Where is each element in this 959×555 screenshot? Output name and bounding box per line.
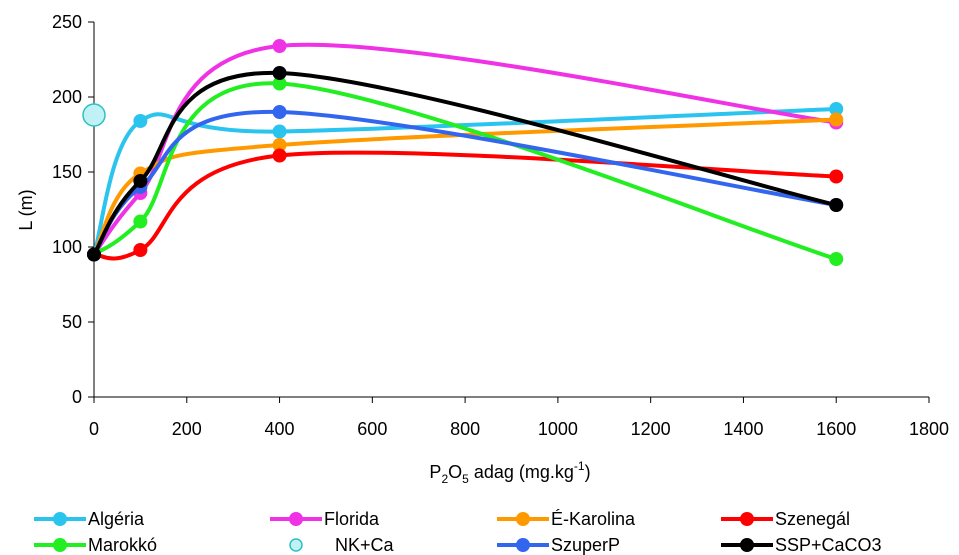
x-tick-label: 200 (172, 419, 202, 439)
legend-item: Florida (270, 509, 380, 529)
legend-item: Marokkó (34, 535, 157, 555)
data-point (87, 247, 101, 262)
data-point (133, 214, 148, 229)
data-point (272, 66, 287, 80)
x-tick-label: 600 (357, 419, 387, 439)
legend-item: Algéria (34, 509, 145, 529)
legend-label: SSP+CaCO3 (775, 535, 882, 555)
legend-marker (516, 538, 530, 552)
x-tick-label: 1200 (631, 419, 671, 439)
series-line (92, 42, 839, 257)
legend-marker (53, 512, 67, 526)
y-tick-label: 100 (52, 237, 82, 257)
legend-item: NK+Ca (289, 535, 395, 555)
legend-item: SSP+CaCO3 (721, 535, 882, 555)
legend-label: NK+Ca (335, 535, 395, 555)
axes: 0 50 100 150 200 250 0 200 400 600 800 1000 1200 1400… (52, 12, 949, 439)
legend-label: Szenegál (775, 509, 850, 529)
data-point (133, 174, 148, 188)
data-point (829, 198, 844, 212)
series-layer (82, 39, 844, 266)
data-point (829, 252, 844, 266)
series-line (92, 107, 839, 257)
data-point (272, 39, 287, 53)
legend-marker (740, 538, 754, 552)
data-point (272, 105, 287, 119)
x-tick-label: 400 (265, 419, 295, 439)
y-tick-label: 250 (52, 12, 82, 32)
data-point (272, 148, 287, 163)
x-tick-label: 1400 (723, 419, 763, 439)
data-point (133, 114, 148, 128)
legend: Algéria Florida É-Karolina Szenegál Marokkó N… (34, 509, 882, 555)
legend-label: É-Karolina (551, 509, 636, 529)
y-tick-label: 0 (72, 387, 82, 407)
data-point (272, 138, 287, 152)
data-point (272, 124, 287, 139)
legend-item: É-Karolina (497, 509, 636, 529)
legend-marker (740, 512, 754, 526)
data-point (829, 112, 844, 127)
y-tick-label: 150 (52, 162, 82, 182)
legend-label: SzuperP (551, 535, 620, 555)
legend-label: Marokkó (88, 535, 157, 555)
x-axis-label: P2O5 adag (mg.kg-1) (429, 459, 590, 486)
x-tick-label: 800 (450, 419, 480, 439)
series-3 (87, 148, 844, 262)
legend-label: Florida (324, 509, 380, 529)
x-tick-label: 1600 (816, 419, 856, 439)
x-tick-label: 1000 (538, 419, 578, 439)
data-point (829, 102, 844, 116)
data-point (82, 103, 106, 127)
y-tick-label: 50 (62, 312, 82, 332)
data-point (829, 169, 844, 184)
legend-item: SzuperP (497, 535, 620, 555)
series-line (92, 117, 839, 257)
data-point (133, 243, 148, 257)
legend-label: Algéria (88, 509, 145, 529)
series-line (92, 70, 839, 257)
series-line (92, 150, 839, 261)
legend-item: Szenegál (721, 509, 850, 529)
series-5 (82, 103, 106, 127)
legend-marker (53, 538, 67, 552)
x-tick-label: 1800 (909, 419, 949, 439)
data-point (272, 76, 287, 91)
x-tick-label: 0 (89, 419, 99, 439)
legend-marker (289, 538, 303, 552)
y-axis-label: L (m) (16, 189, 36, 230)
legend-marker (516, 512, 530, 526)
y-tick-label: 200 (52, 87, 82, 107)
legend-marker (289, 512, 303, 526)
series-7 (87, 66, 844, 262)
